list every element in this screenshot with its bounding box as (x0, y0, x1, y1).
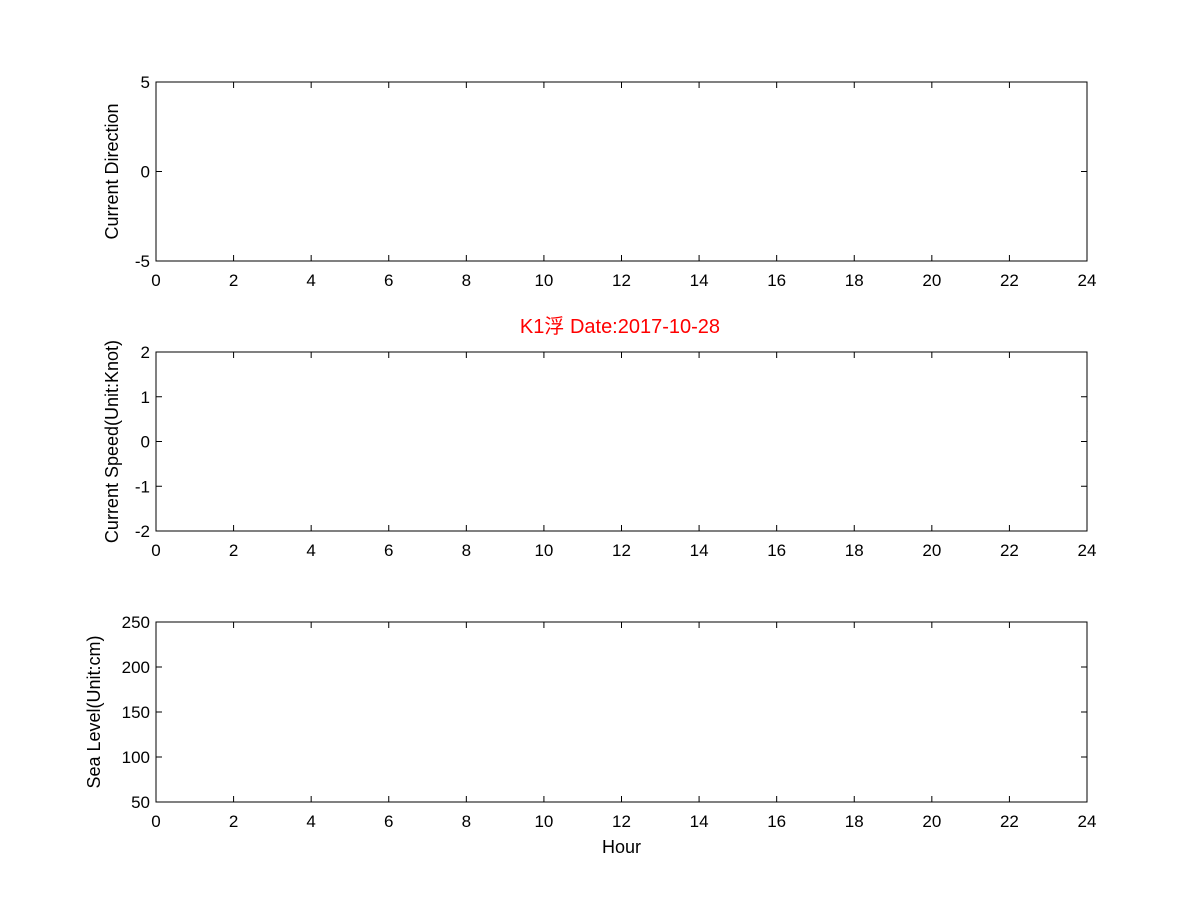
x-tick-label: 2 (229, 541, 238, 560)
x-tick-label: 12 (612, 271, 631, 290)
x-tick-label: 4 (306, 812, 315, 831)
y-tick-label: -2 (135, 522, 150, 541)
axes-frame (155, 621, 1088, 803)
figure-title: K1浮 Date:2017-10-28 (520, 315, 720, 338)
x-tick-label: 20 (922, 812, 941, 831)
x-tick-label: 8 (462, 271, 471, 290)
x-tick-label: 0 (151, 271, 160, 290)
x-tick-label: 20 (922, 541, 941, 560)
x-tick-label: 2 (229, 271, 238, 290)
x-tick-label: 18 (845, 541, 864, 560)
x-tick-label: 0 (151, 812, 160, 831)
y-tick-label: 100 (122, 748, 150, 767)
y-tick-label: 0 (141, 163, 150, 182)
x-tick-label: 16 (767, 812, 786, 831)
x-tick-label: 14 (690, 541, 709, 560)
x-tick-label: 6 (384, 812, 393, 831)
axes-frame (155, 351, 1088, 532)
x-tick-label: 18 (845, 812, 864, 831)
y-axis-label: Current Speed(Unit:Knot) (102, 340, 122, 543)
x-tick-label: 0 (151, 541, 160, 560)
x-tick-label: 18 (845, 271, 864, 290)
x-tick-label: 24 (1078, 271, 1097, 290)
x-tick-label: 14 (690, 271, 709, 290)
y-tick-label: 50 (131, 793, 150, 812)
x-tick-label: 24 (1078, 541, 1097, 560)
x-tick-label: 10 (534, 812, 553, 831)
x-tick-label: 16 (767, 541, 786, 560)
x-tick-label: 12 (612, 541, 631, 560)
y-tick-label: 1 (141, 388, 150, 407)
x-tick-label: 6 (384, 271, 393, 290)
x-tick-label: 8 (462, 812, 471, 831)
x-axis-label: Hour (602, 837, 641, 857)
x-tick-label: 22 (1000, 812, 1019, 831)
x-tick-label: 24 (1078, 812, 1097, 831)
y-axis-label: Sea Level(Unit:cm) (84, 635, 104, 788)
y-tick-label: 200 (122, 658, 150, 677)
y-tick-label: 0 (141, 433, 150, 452)
y-tick-label: -1 (135, 477, 150, 496)
y-tick-label: 2 (141, 343, 150, 362)
y-tick-label: 5 (141, 73, 150, 92)
y-tick-label: 250 (122, 613, 150, 632)
x-tick-label: 2 (229, 812, 238, 831)
x-tick-label: 14 (690, 812, 709, 831)
x-tick-label: 10 (534, 271, 553, 290)
x-tick-label: 22 (1000, 541, 1019, 560)
x-tick-label: 16 (767, 271, 786, 290)
x-tick-label: 4 (306, 541, 315, 560)
x-tick-label: 8 (462, 541, 471, 560)
x-tick-label: 12 (612, 812, 631, 831)
x-tick-label: 20 (922, 271, 941, 290)
axes-frame (155, 81, 1088, 262)
x-tick-label: 10 (534, 541, 553, 560)
y-tick-label: 150 (122, 703, 150, 722)
x-tick-label: 6 (384, 541, 393, 560)
y-tick-label: -5 (135, 252, 150, 271)
x-tick-label: 4 (306, 271, 315, 290)
y-axis-label: Current Direction (102, 103, 122, 239)
x-tick-label: 22 (1000, 271, 1019, 290)
